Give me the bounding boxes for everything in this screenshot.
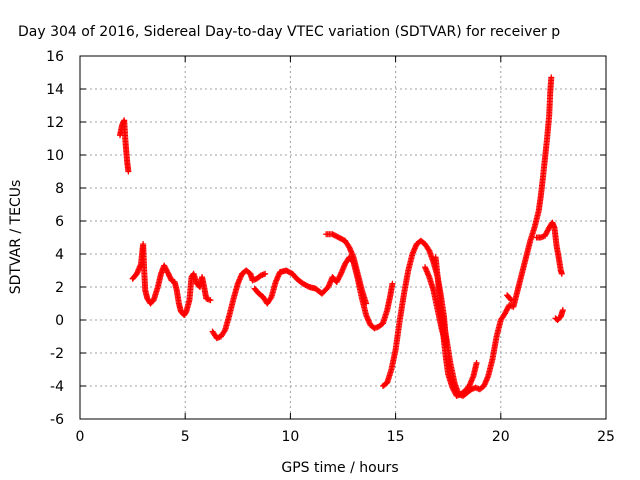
y-axis-label: SDTVAR / TECUs: [8, 180, 24, 295]
y-tick-label: -4: [50, 379, 64, 395]
x-tick-label: 20: [492, 429, 510, 445]
x-axis-label: GPS time / hours: [281, 460, 398, 476]
data-point: [508, 297, 515, 304]
data-point: [389, 280, 396, 287]
y-tick-label: 4: [55, 247, 64, 263]
data-point: [558, 270, 565, 277]
y-tick-label: 14: [46, 82, 64, 98]
data-point: [507, 296, 514, 303]
data-point: [125, 168, 132, 175]
data-point: [262, 270, 269, 277]
axis-ticks: 0 5 10 15 20 25 -6 -4 -2 0 2 4 6 8 10 12 14 16: [46, 49, 615, 445]
y-tick-label: 8: [55, 181, 64, 197]
y-tick-label: -2: [50, 346, 64, 362]
y-tick-label: 12: [46, 115, 64, 131]
x-tick-label: 10: [281, 429, 299, 445]
data-point: [473, 359, 480, 366]
y-tick-label: 2: [55, 280, 64, 296]
y-tick-label: -6: [50, 412, 64, 428]
data-point: [363, 300, 370, 307]
y-tick-label: 16: [46, 49, 64, 65]
data-points: [116, 74, 566, 399]
chart-title: Day 304 of 2016, Sidereal Day-to-day VTE…: [18, 24, 560, 40]
data-point: [267, 295, 274, 302]
data-point: [559, 307, 566, 314]
data-point: [221, 328, 228, 335]
y-tick-label: 10: [46, 148, 64, 164]
data-point: [548, 74, 555, 81]
y-tick-label: 0: [55, 313, 64, 329]
x-tick-label: 25: [597, 429, 615, 445]
y-tick-label: 6: [55, 214, 64, 230]
x-tick-label: 0: [76, 429, 85, 445]
plot-frame: [79, 55, 607, 420]
grid-lines: [80, 56, 606, 419]
x-tick-label: 5: [181, 429, 190, 445]
data-point: [207, 297, 214, 304]
x-tick-label: 15: [387, 429, 405, 445]
